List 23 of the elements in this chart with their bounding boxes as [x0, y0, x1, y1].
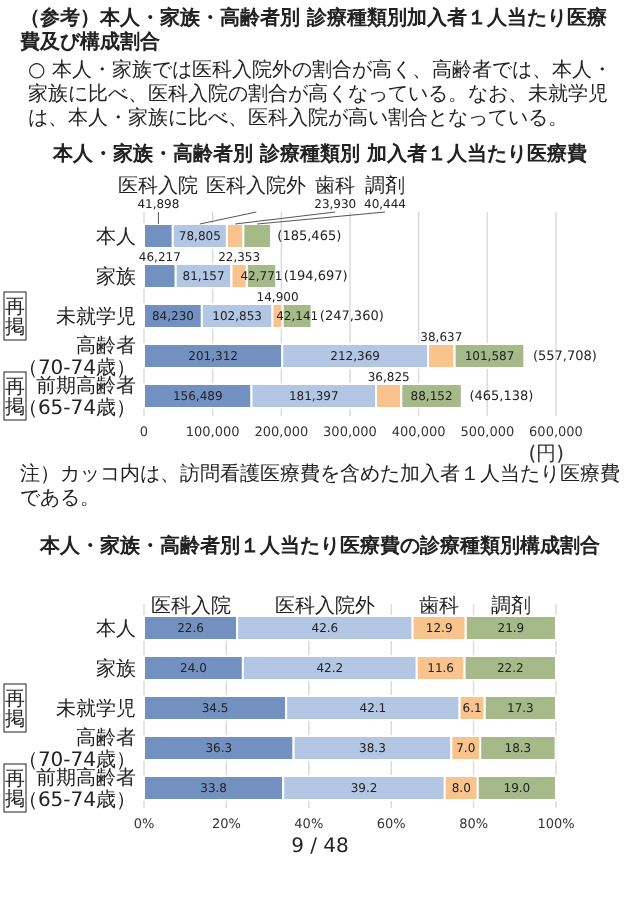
text: ○ 本人・家族では医科入院外の割合が高く、高齢者では、本人・家族に比べ、医科入院の割合が高くなっている。なお、未就学児は、本人・家族に比べ、医科入院が高い割合となっている。: [28, 60, 614, 132]
series-label: 医科入院: [118, 174, 199, 198]
y-tick-label: 未就学児: [56, 697, 136, 721]
chart-title: 本人・家族・高齢者別 診療種類別 加入者１人当たり医療費: [50, 144, 589, 168]
text: 9 / 48: [289, 836, 351, 860]
text: 再掲: [5, 297, 25, 339]
y-tick-label: 本人: [96, 225, 136, 249]
series-label: 調剤: [490, 594, 531, 618]
series-label: 歯科: [419, 594, 460, 618]
series-label: 医科入院外: [274, 594, 375, 618]
chart-title: 本人・家族・高齢者別１人当たり医療費の診療種類別構成割合: [37, 536, 602, 560]
text: 歯科: [315, 174, 356, 198]
y-tick-label: 本人: [96, 617, 136, 641]
y-tick-label: 家族: [96, 265, 136, 289]
series-label: 医科入院外: [206, 174, 307, 198]
text: 調剤: [365, 174, 406, 198]
series-label: 医科入院: [150, 594, 231, 618]
y-tick-label: 家族: [96, 657, 136, 681]
y-tick-label: 未就学児: [56, 305, 136, 329]
text: 注）カッコ内は、訪問看護医療費を含めた加入者１人当たり医療費である。: [20, 464, 620, 512]
text: 再掲: [5, 689, 25, 731]
x-axis-title: (円): [528, 444, 565, 466]
text: （参考）本人・家族・高齢者別 診療種類別加入者１人当たり医療費及び構成割合: [20, 8, 609, 56]
